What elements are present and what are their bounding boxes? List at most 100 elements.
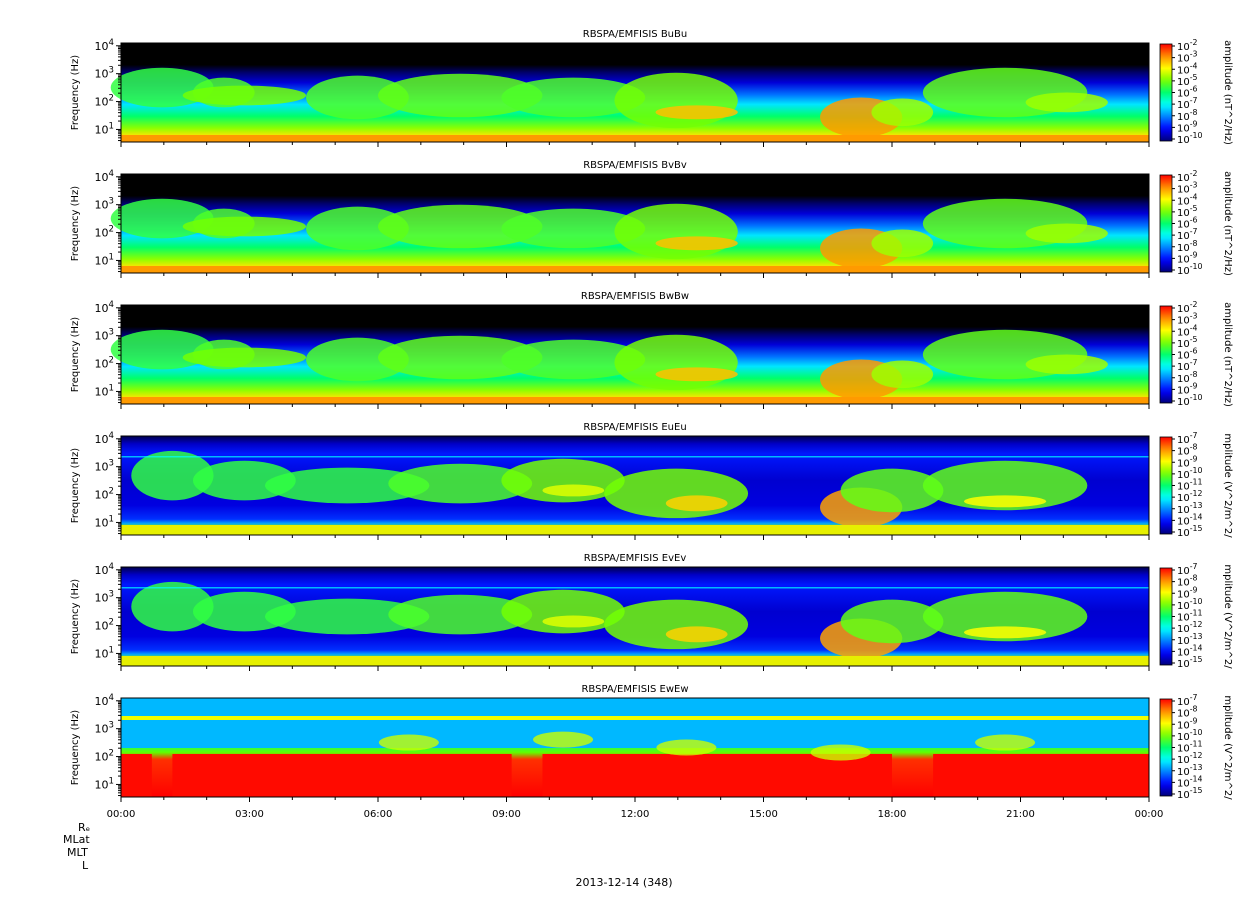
y-tick-label: 104: [95, 431, 114, 446]
colorbar-label: mplitude (V^2/m^2/: [1222, 564, 1233, 669]
x-tick-label: 00:00: [1135, 809, 1164, 820]
spectrogram-feature: [1025, 354, 1108, 375]
spectrogram-band: [121, 266, 1149, 273]
spectrogram-feature: [656, 739, 717, 756]
y-tick-label: 104: [95, 169, 114, 184]
spectrogram-panel-1: RBSPA/EMFISIS BuBu 101 102 103 104 Frequency …: [70, 29, 1233, 147]
spectrogram-feature: [306, 75, 409, 120]
spectrogram-feature: [655, 105, 738, 120]
y-tick-label: 101: [95, 121, 114, 136]
footer-label-mlat: MLat: [63, 833, 90, 846]
x-tick-label: 15:00: [749, 809, 778, 820]
y-tick-label: 102: [95, 225, 114, 240]
panel-title: RBSPA/EMFISIS EwEw: [581, 684, 688, 695]
spectrogram-panel-2: RBSPA/EMFISIS BvBv 101 102 103 104 Frequency …: [70, 160, 1233, 278]
colorbar-label: amplitude (nT^2/Hz): [1222, 302, 1233, 407]
y-tick-label: 104: [95, 693, 114, 708]
spectrogram-feature: [871, 98, 934, 127]
spectrogram-feature: [131, 450, 214, 501]
spectrogram-feature: [378, 734, 439, 751]
spectrogram-feature: [604, 599, 749, 650]
spectrogram-line: [121, 456, 1149, 458]
spectrogram-feature: [1025, 223, 1108, 244]
spectrogram-feature: [922, 591, 1088, 642]
y-tick-label: 102: [95, 94, 114, 109]
panel-title: RBSPA/EMFISIS EuEu: [583, 422, 686, 433]
y-axis-label: Frequency (Hz): [70, 579, 81, 655]
spectrogram-feature: [1025, 92, 1108, 113]
y-tick-label: 103: [95, 459, 114, 474]
spectrogram-feature: [182, 85, 307, 106]
spectrogram-feature: [388, 463, 533, 504]
colorbar: [1160, 437, 1172, 534]
spectrogram-region: [172, 754, 512, 797]
panel-title: RBSPA/EMFISIS EvEv: [584, 553, 687, 564]
spectrogram-band: [121, 656, 1149, 666]
x-tick-label: 12:00: [621, 809, 650, 820]
y-tick-label: 104: [95, 38, 114, 53]
spectrogram-feature: [501, 339, 646, 380]
y-tick-label: 102: [95, 618, 114, 633]
y-tick-label: 102: [95, 487, 114, 502]
spectrogram-feature: [810, 744, 871, 761]
panel-title: RBSPA/EMFISIS BvBv: [583, 160, 687, 171]
spectrogram-region: [933, 754, 1149, 797]
colorbar: [1160, 699, 1172, 796]
y-tick-label: 103: [95, 721, 114, 736]
spectrogram-feature: [378, 204, 543, 249]
spectrogram-feature: [840, 468, 944, 513]
spectrogram-feature: [388, 594, 533, 635]
colorbar: [1160, 44, 1172, 141]
y-tick-label: 103: [95, 197, 114, 212]
colorbar: [1160, 568, 1172, 665]
spectrogram-feature: [975, 734, 1036, 751]
spectrogram-feature: [871, 360, 934, 389]
spectrogram-band: [121, 135, 1149, 142]
spectrogram-feature: [840, 599, 944, 644]
y-tick-label: 104: [95, 300, 114, 315]
x-tick-label: 03:00: [235, 809, 264, 820]
spectrogram-feature: [501, 208, 646, 249]
spectrogram-feature: [306, 206, 409, 251]
spectrogram-band: [121, 397, 1149, 404]
colorbar-label: amplitude (nT^2/Hz): [1222, 171, 1233, 276]
y-tick-label: 101: [95, 645, 114, 660]
y-tick-label: 103: [95, 328, 114, 343]
panel-title: RBSPA/EMFISIS BuBu: [583, 29, 687, 40]
spectrogram-feature: [378, 73, 543, 118]
spectrogram-feature: [533, 731, 594, 748]
spectrogram-feature: [922, 460, 1088, 511]
y-axis-label: Frequency (Hz): [70, 317, 81, 393]
colorbar: [1160, 306, 1172, 403]
spectrogram-band: [121, 525, 1149, 535]
spectrogram-feature: [542, 484, 605, 497]
colorbar-label: mplitude (V^2/m^2/: [1222, 695, 1233, 800]
spectrogram-feature: [614, 72, 738, 129]
colorbar-label: amplitude (nT^2/Hz): [1222, 40, 1233, 145]
spectrogram-feature: [963, 626, 1047, 639]
spectrogram-feature: [182, 216, 307, 237]
spectrogram-feature: [306, 337, 409, 382]
spectrogram-feature: [378, 335, 543, 380]
spectrogram-feature: [131, 581, 214, 632]
spectrogram-feature: [542, 615, 605, 628]
spectrogram-feature: [665, 495, 728, 512]
y-tick-label: 103: [95, 66, 114, 81]
spectrogram-feature: [871, 229, 934, 258]
x-tick-label: 09:00: [492, 809, 521, 820]
footer-label-re: Rₑ: [78, 821, 91, 834]
y-axis-label: Frequency (Hz): [70, 186, 81, 262]
x-tick-label: 18:00: [878, 809, 907, 820]
x-tick-label: 00:00: [107, 809, 136, 820]
y-tick-label: 103: [95, 590, 114, 605]
spectrogram-feature: [614, 203, 738, 260]
y-axis-label: Frequency (Hz): [70, 448, 81, 524]
spectrogram-feature: [614, 334, 738, 391]
spectrogram-panel-3: RBSPA/EMFISIS BwBw 101 102 103 104 Frequency …: [70, 291, 1233, 409]
spectrogram-feature: [264, 467, 430, 504]
footer-label-mlt: MLT: [67, 846, 88, 859]
spectrogram-line: [121, 716, 1149, 720]
colorbar-label: mplitude (V^2/m^2/: [1222, 433, 1233, 538]
